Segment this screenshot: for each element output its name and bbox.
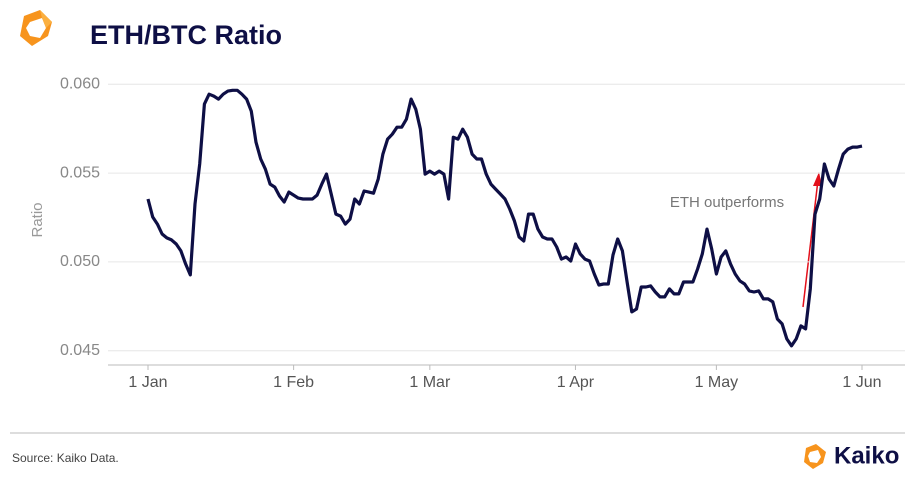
logo [20, 10, 52, 46]
x-tick-label: 1 Apr [557, 374, 595, 391]
annotation-arrow [802, 179, 819, 308]
x-tick-label: 1 May [695, 374, 739, 391]
x-tick-label: 1 Mar [409, 374, 451, 391]
brand-logo [804, 444, 826, 469]
y-tick-label: 0.060 [60, 75, 100, 92]
y-tick-label: 0.050 [60, 253, 100, 270]
annotation: ETH outperforms [670, 194, 784, 211]
chart-title: ETH/BTC Ratio [90, 20, 282, 50]
x-tick-label: 1 Jan [128, 374, 167, 391]
y-tick-label: 0.055 [60, 164, 100, 181]
brand: Kaiko [834, 442, 899, 469]
x-tick-label: 1 Jun [842, 374, 881, 391]
y-axis-label: Ratio [29, 202, 46, 237]
data-line [146, 88, 863, 348]
x-tick-label: 1 Feb [273, 374, 314, 391]
source: Source: Kaiko Data. [12, 451, 119, 465]
y-tick-label: 0.045 [60, 342, 100, 359]
arrow-head [813, 172, 822, 186]
